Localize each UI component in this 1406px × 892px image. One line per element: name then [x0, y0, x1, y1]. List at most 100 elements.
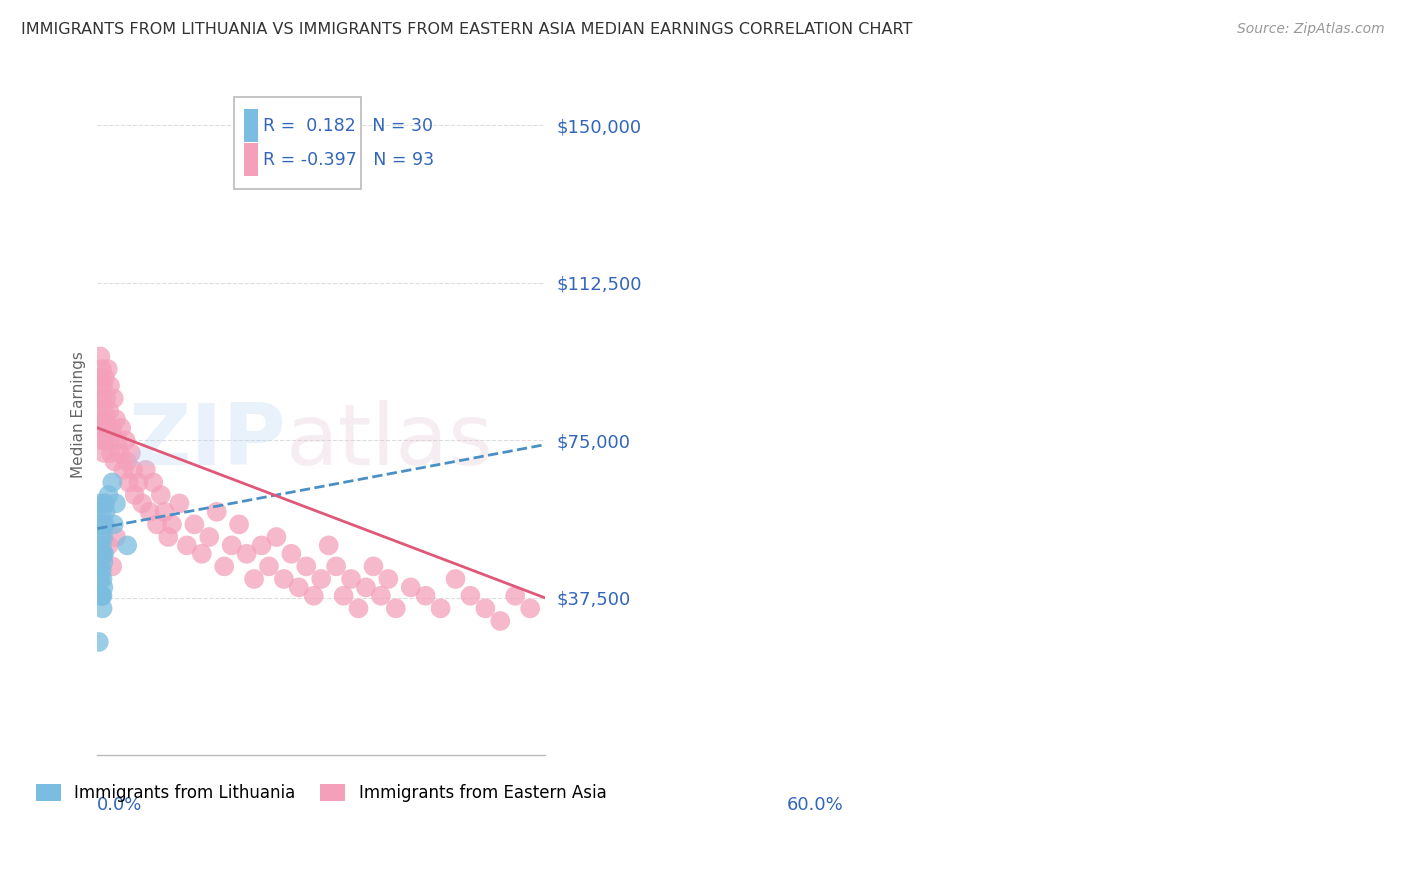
Point — [89, 572, 111, 586]
Text: Source: ZipAtlas.com: Source: ZipAtlas.com — [1237, 22, 1385, 37]
Text: IMMIGRANTS FROM LITHUANIA VS IMMIGRANTS FROM EASTERN ASIA MEDIAN EARNINGS CORREL: IMMIGRANTS FROM LITHUANIA VS IMMIGRANTS … — [21, 22, 912, 37]
Point — [108, 446, 131, 460]
Point — [243, 572, 266, 586]
Point — [90, 362, 112, 376]
Point — [347, 601, 370, 615]
Point — [91, 392, 114, 406]
Point — [153, 505, 176, 519]
Point — [91, 580, 114, 594]
Point — [115, 454, 138, 468]
Point — [105, 530, 128, 544]
Point — [94, 496, 117, 510]
Point — [235, 547, 257, 561]
Point — [363, 559, 385, 574]
Point — [87, 635, 110, 649]
Point — [127, 475, 149, 490]
Point — [101, 421, 124, 435]
FancyBboxPatch shape — [243, 109, 259, 142]
Point — [91, 572, 114, 586]
Point — [228, 517, 250, 532]
Point — [96, 392, 118, 406]
Point — [191, 547, 214, 561]
Text: R = -0.397   N = 93: R = -0.397 N = 93 — [263, 151, 434, 169]
Point — [103, 517, 125, 532]
Point — [89, 559, 111, 574]
Point — [460, 589, 482, 603]
Point — [91, 555, 114, 569]
Point — [94, 517, 117, 532]
Point — [138, 505, 160, 519]
Point — [91, 379, 114, 393]
Point — [142, 475, 165, 490]
Point — [90, 505, 112, 519]
Point — [157, 530, 180, 544]
Point — [120, 446, 142, 460]
Point — [122, 463, 145, 477]
Point — [302, 589, 325, 603]
Point — [90, 538, 112, 552]
Point — [90, 404, 112, 418]
Point — [93, 404, 115, 418]
Point — [280, 547, 302, 561]
Point — [385, 601, 408, 615]
Point — [474, 601, 496, 615]
Point — [114, 434, 136, 448]
Point — [354, 580, 377, 594]
Point — [93, 446, 115, 460]
Point — [91, 547, 114, 561]
Point — [90, 517, 112, 532]
Point — [96, 421, 118, 435]
Point — [105, 412, 128, 426]
Point — [91, 530, 114, 544]
Point — [91, 601, 114, 615]
Point — [399, 580, 422, 594]
Point — [103, 392, 125, 406]
Point — [107, 434, 129, 448]
Point — [89, 517, 111, 532]
Point — [103, 454, 125, 468]
Point — [273, 572, 295, 586]
Point — [89, 350, 111, 364]
Point — [377, 572, 399, 586]
Text: atlas: atlas — [285, 400, 494, 483]
Point — [91, 517, 114, 532]
Point — [90, 434, 112, 448]
Point — [135, 463, 157, 477]
Point — [91, 589, 114, 603]
Text: ZIP: ZIP — [128, 400, 285, 483]
Point — [89, 370, 111, 384]
Point — [90, 589, 112, 603]
Point — [94, 505, 117, 519]
Point — [176, 538, 198, 552]
Point — [183, 517, 205, 532]
Text: 0.0%: 0.0% — [97, 797, 143, 814]
Point — [101, 559, 124, 574]
Point — [105, 496, 128, 510]
Point — [212, 559, 235, 574]
Point — [519, 601, 541, 615]
Point — [112, 463, 135, 477]
Point — [444, 572, 467, 586]
Legend: Immigrants from Lithuania, Immigrants from Eastern Asia: Immigrants from Lithuania, Immigrants fr… — [30, 777, 613, 808]
Point — [295, 559, 318, 574]
Point — [94, 370, 117, 384]
Point — [94, 434, 117, 448]
Point — [370, 589, 392, 603]
Point — [91, 412, 114, 426]
Point — [309, 572, 332, 586]
Point — [90, 551, 112, 566]
Point — [169, 496, 191, 510]
Point — [124, 488, 146, 502]
Point — [97, 434, 120, 448]
Point — [98, 404, 121, 418]
Point — [97, 362, 120, 376]
Point — [100, 446, 122, 460]
Point — [90, 564, 112, 578]
Point — [87, 392, 110, 406]
Point — [118, 475, 141, 490]
Point — [288, 580, 311, 594]
Point — [266, 530, 288, 544]
Point — [503, 589, 526, 603]
Point — [429, 601, 451, 615]
Point — [221, 538, 243, 552]
